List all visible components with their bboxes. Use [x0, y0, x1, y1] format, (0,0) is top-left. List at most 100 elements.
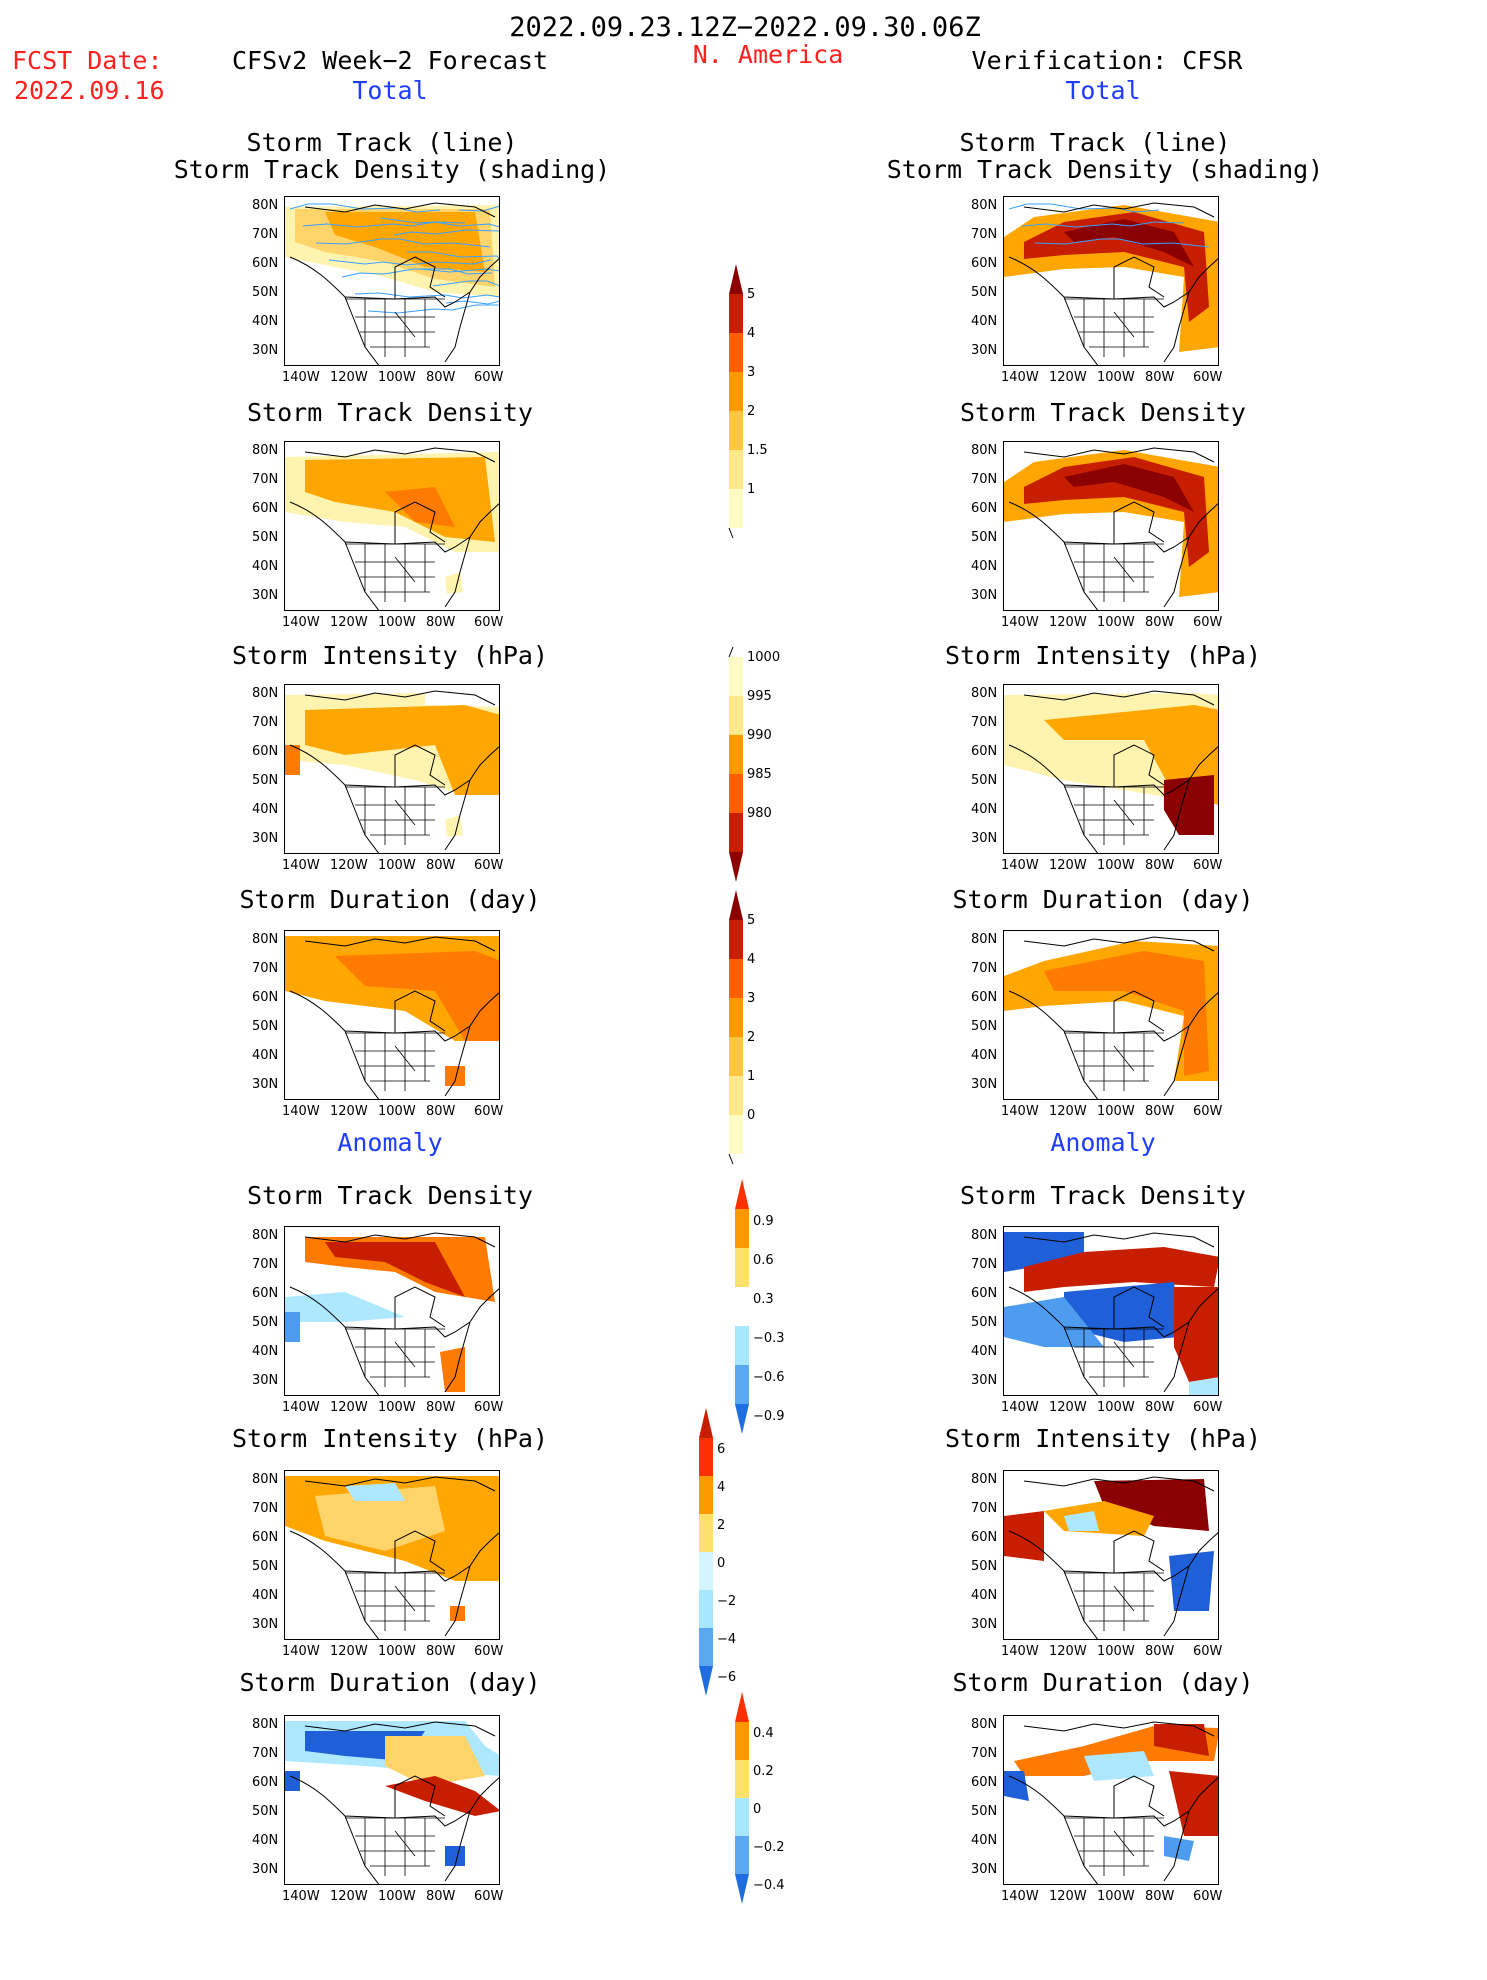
- lat-tick-label: 80N: [971, 1228, 998, 1243]
- lat-tick-label: 40N: [252, 1588, 279, 1603]
- colorbar-density-seg-4: [729, 411, 743, 450]
- lat-tick-label: 40N: [971, 1833, 998, 1848]
- lat-tick-label: 80N: [252, 1717, 279, 1732]
- colorbar-anom_duration: [735, 1692, 749, 1904]
- right-track-track-line-0: [1008, 203, 1160, 213]
- right-anom-density-shade-3: [1004, 1297, 1104, 1347]
- left-track-track-line-3: [328, 259, 492, 266]
- lon-tick-label: 100W: [1097, 1104, 1135, 1119]
- colorbar-duration-seg-6: [729, 1115, 743, 1154]
- left-density-shade-2: [385, 487, 455, 527]
- lon-tick-label: 80W: [426, 1889, 456, 1904]
- lat-tick-label: 60N: [971, 501, 998, 516]
- colorbar-duration-seg-5: [729, 1076, 743, 1115]
- lon-tick-label: 60W: [474, 1889, 504, 1904]
- left-anom-duration-borders: [345, 1817, 445, 1876]
- left-anomaly-label: Anomaly: [337, 1128, 443, 1157]
- lat-tick-label: 50N: [971, 530, 998, 545]
- lat-tick-label: 70N: [252, 715, 279, 730]
- colorbar-anom_density-tick: 0.3: [753, 1291, 774, 1307]
- colorbar-intensity-seg-3: [729, 774, 743, 813]
- left-anom-duration-shade-3: [385, 1776, 499, 1816]
- left-anom-intensity-shade-3: [450, 1606, 465, 1621]
- lon-tick-label: 80W: [1145, 615, 1175, 630]
- lon-tick-label: 120W: [1049, 1400, 1087, 1415]
- right-anom-intensity-borders: [1064, 1572, 1164, 1631]
- lat-tick-label: 40N: [252, 802, 279, 817]
- colorbar-anom_density-seg-2: [735, 1248, 749, 1287]
- lat-tick-label: 50N: [252, 1019, 279, 1034]
- lat-tick-label: 30N: [252, 1077, 279, 1092]
- lat-tick-label: 80N: [252, 1228, 279, 1243]
- left-track-track-line-12: [445, 300, 499, 305]
- colorbar-anom_intensity-seg-5: [699, 1590, 713, 1628]
- lat-tick-label: 30N: [971, 1862, 998, 1877]
- lat-tick-label: 70N: [252, 1501, 279, 1516]
- colorbar-anom_intensity-bottom-cap: [699, 1666, 713, 1696]
- left-track-map: [284, 196, 500, 366]
- right-anom-duration-coastline: [1008, 1721, 1218, 1884]
- right-anom-density-borders: [1064, 1328, 1164, 1387]
- colorbar-density-seg-3: [729, 372, 743, 411]
- right-title: Verification: CFSR: [971, 46, 1243, 75]
- left-intensity-shade-2: [285, 745, 300, 775]
- colorbar-density-seg-5: [729, 450, 743, 489]
- right-anom-intensity-title: Storm Intensity (hPa): [944, 1424, 1262, 1453]
- lat-tick-label: 80N: [971, 932, 998, 947]
- lat-tick-label: 40N: [971, 802, 998, 817]
- lat-tick-label: 80N: [971, 686, 998, 701]
- colorbar-intensity-tick: 980: [747, 806, 772, 821]
- right-anom-intensity-shade-3: [1064, 1511, 1099, 1531]
- colorbar-intensity-seg-1: [729, 696, 743, 735]
- colorbar-anom_density-tick: −0.6: [753, 1369, 785, 1385]
- left-track-borders: [345, 298, 445, 357]
- lon-tick-label: 80W: [426, 615, 456, 630]
- lat-tick-label: 60N: [252, 256, 279, 271]
- right-anom-intensity-shade-0: [1094, 1479, 1209, 1531]
- lat-tick-label: 50N: [971, 1559, 998, 1574]
- right-anom-intensity-coastline: [1008, 1476, 1218, 1639]
- right-intensity-map-graphic: [1004, 690, 1218, 853]
- lat-tick-label: 60N: [971, 256, 998, 271]
- lat-tick-label: 60N: [252, 1286, 279, 1301]
- lon-tick-label: 80W: [1145, 1104, 1175, 1119]
- lat-tick-label: 30N: [252, 1373, 279, 1388]
- lon-tick-label: 100W: [378, 1104, 416, 1119]
- colorbar-anom_duration-seg-3: [735, 1798, 749, 1836]
- lon-tick-label: 60W: [474, 370, 504, 385]
- lon-tick-label: 80W: [1145, 1644, 1175, 1659]
- right-track-map: [1003, 196, 1219, 366]
- colorbar-duration-tick: 0: [747, 1108, 756, 1123]
- lon-tick-label: 60W: [1193, 1400, 1223, 1415]
- left-anom-intensity-map: [284, 1470, 500, 1640]
- colorbar-anom_density-tick: 0.9: [753, 1213, 774, 1229]
- lon-tick-label: 120W: [330, 370, 368, 385]
- lon-tick-label: 140W: [282, 1400, 320, 1415]
- lat-tick-label: 60N: [971, 1775, 998, 1790]
- left-duration-map-graphic: [285, 936, 499, 1099]
- lon-tick-label: 60W: [1193, 1104, 1223, 1119]
- left-track-track-line-2: [315, 238, 491, 248]
- lon-tick-label: 60W: [474, 1400, 504, 1415]
- left-anom-duration-map-graphic: [285, 1721, 499, 1884]
- colorbar-density-tick: 2: [747, 404, 756, 419]
- colorbar-anom_intensity-seg-6: [699, 1628, 713, 1666]
- colorbar-density-tick: 4: [747, 326, 756, 341]
- lat-tick-label: 80N: [971, 443, 998, 458]
- right-anom-duration-borders: [1064, 1817, 1164, 1876]
- right-density-map-graphic: [1004, 447, 1218, 610]
- colorbar-anom_density-top-cap: [735, 1179, 749, 1209]
- colorbar-anom_intensity-tick: −2: [717, 1594, 737, 1610]
- lon-tick-label: 60W: [474, 615, 504, 630]
- colorbar-anom_duration-tick: 0.4: [753, 1726, 774, 1742]
- lat-tick-label: 30N: [971, 343, 998, 358]
- fcst-date: 2022.09.16: [14, 76, 165, 105]
- colorbar-duration-tick: 3: [747, 991, 756, 1006]
- right-duration-map: [1003, 930, 1219, 1100]
- right-density-borders: [1064, 543, 1164, 602]
- left-track-track-line-4: [341, 268, 493, 278]
- colorbar-density-tick: 1.5: [747, 443, 768, 458]
- right-track-track-line-1: [1021, 221, 1185, 228]
- left-anom-intensity-map-graphic: [285, 1476, 499, 1639]
- lat-tick-label: 50N: [252, 1559, 279, 1574]
